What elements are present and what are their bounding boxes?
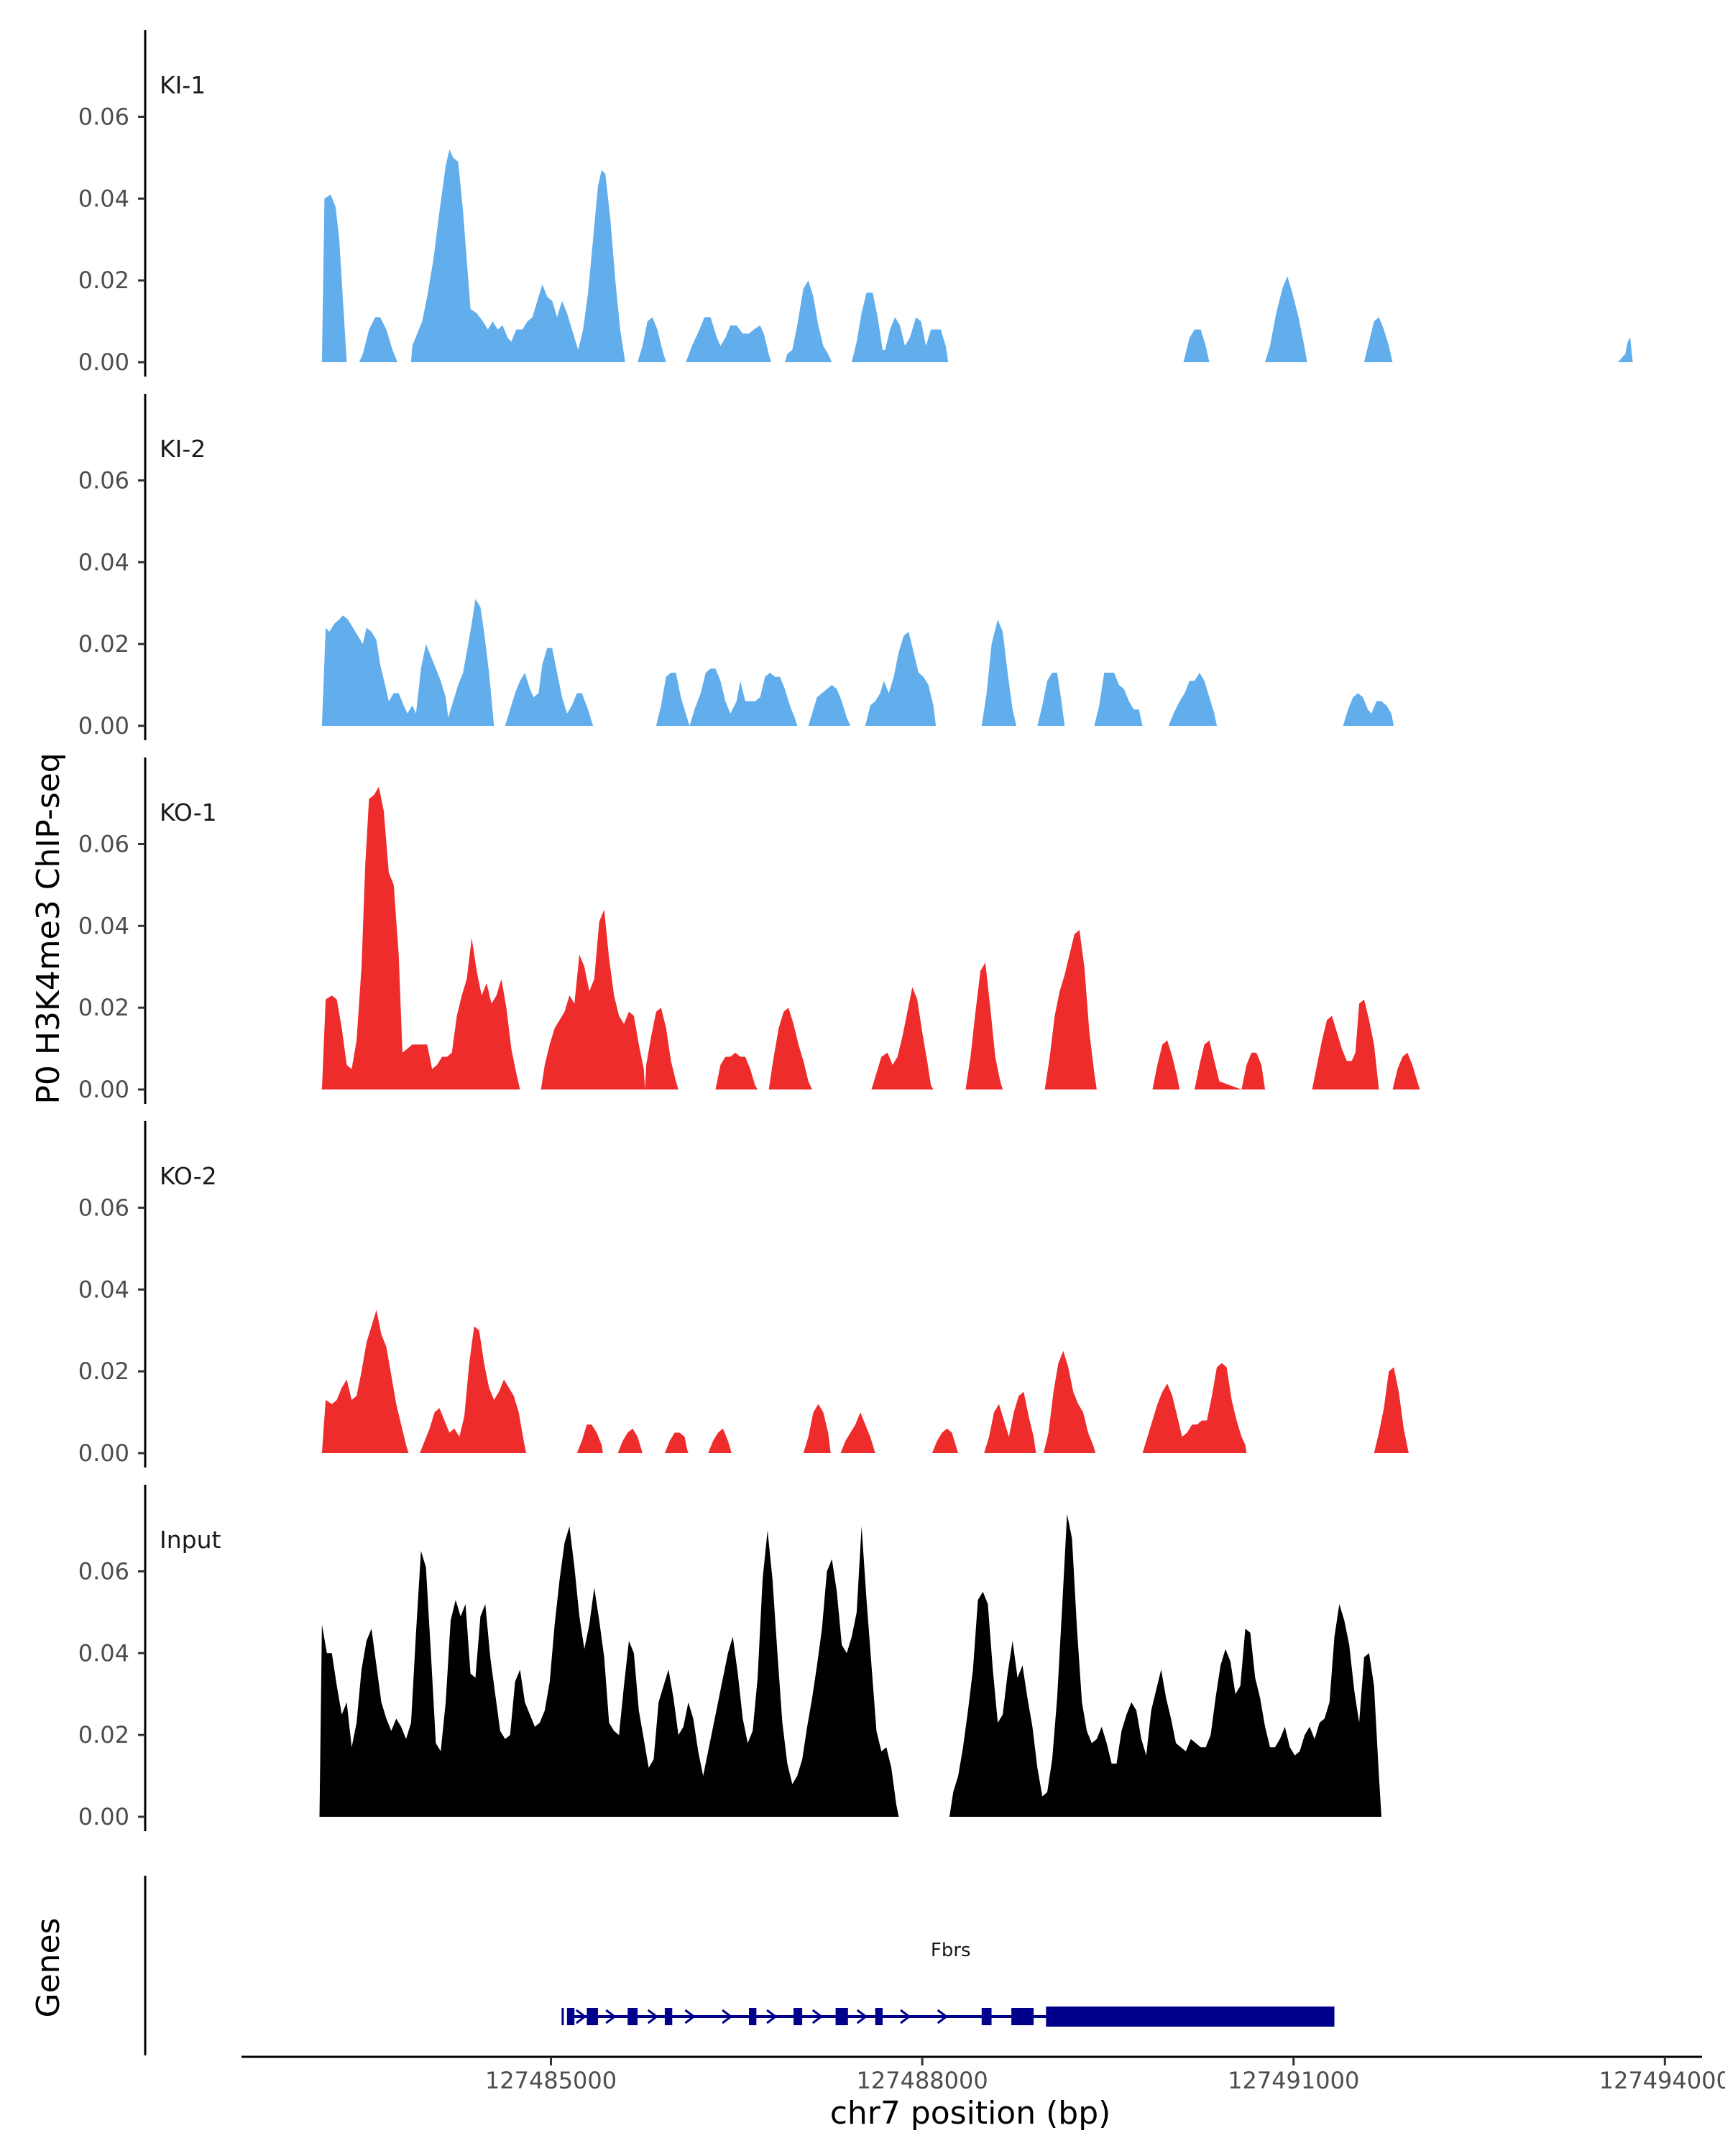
track-label: KI-2 <box>160 435 206 463</box>
genes-axis-title: Genes <box>30 1917 67 2017</box>
x-axis-title: chr7 position (bp) <box>830 2095 1111 2132</box>
strand-arrow <box>900 2009 911 2024</box>
gene-exon <box>875 2008 883 2025</box>
y-tick-label: 0.00 <box>78 712 129 740</box>
y-tick-label: 0.06 <box>78 103 129 130</box>
gene-name-label: Fbrs <box>931 1940 971 1961</box>
track-panel-ko-2: 0.00 0.02 0.04 0.06 KO-2 <box>78 1121 1409 1468</box>
strand-arrow <box>575 2009 587 2024</box>
gene-exon <box>586 2008 598 2025</box>
gene-exon <box>1011 2008 1034 2025</box>
coverage-area <box>321 149 1633 362</box>
y-tick-label: 0.06 <box>78 1557 129 1585</box>
strand-arrow <box>605 2009 617 2024</box>
x-tick-label: 127491000 <box>1228 2067 1359 2094</box>
coverage-area <box>319 1514 1381 1817</box>
tracks-layer: 0.00 0.02 0.04 0.06 KI-1 0.00 0.02 0.04 0.06 KI-2… <box>78 30 1633 1831</box>
x-axis: 127485000 127488000 127491000 127494000 <box>242 2055 1725 2094</box>
strand-arrow <box>647 2009 659 2024</box>
strand-arrow <box>811 2009 824 2024</box>
track-panel-ki-2: 0.00 0.02 0.04 0.06 KI-2 <box>78 394 1394 740</box>
gene-panel: Fbrs <box>144 1876 1335 2055</box>
y-tick-label: 0.02 <box>78 1721 129 1749</box>
y-tick-label: 0.06 <box>78 1194 129 1221</box>
gene-exon <box>981 2008 992 2025</box>
x-tick-label: 127488000 <box>857 2067 988 2094</box>
y-tick-label: 0.02 <box>78 994 129 1021</box>
y-tick-label: 0.00 <box>78 1076 129 1103</box>
track-label: KI-1 <box>160 71 206 99</box>
y-tick-label: 0.04 <box>78 185 129 212</box>
gene-exon <box>749 2008 757 2025</box>
x-tick-label: 127485000 <box>485 2067 617 2094</box>
y-tick-label: 0.00 <box>78 1439 129 1467</box>
gene-exon <box>664 2008 673 2025</box>
gene-exon <box>566 2008 575 2025</box>
y-tick-label: 0.00 <box>78 349 129 376</box>
track-label: Input <box>160 1526 221 1554</box>
y-tick-label: 0.06 <box>78 466 129 494</box>
track-panel-ko-1: 0.00 0.02 0.04 0.06 KO-1 <box>78 757 1420 1104</box>
strand-arrow <box>766 2009 778 2024</box>
y-tick-label: 0.06 <box>78 830 129 857</box>
gene-exon <box>627 2008 638 2025</box>
y-tick-label: 0.04 <box>78 1276 129 1303</box>
track-label: KO-2 <box>160 1162 217 1190</box>
track-panel-ki-1: 0.00 0.02 0.04 0.06 KI-1 <box>78 30 1633 377</box>
y-tick-label: 0.00 <box>78 1803 129 1830</box>
y-tick-label: 0.02 <box>78 1358 129 1385</box>
strand-arrow <box>937 2009 949 2024</box>
y-tick-label: 0.04 <box>78 912 129 939</box>
coverage-area <box>321 1309 1409 1453</box>
x-tick-label: 127494000 <box>1599 2067 1725 2094</box>
strand-arrow <box>722 2009 733 2024</box>
track-label: KO-1 <box>160 798 217 826</box>
gene-exon <box>835 2008 848 2025</box>
y-tick-label: 0.02 <box>78 630 129 658</box>
gene-exon <box>794 2008 803 2025</box>
y-axis-title: P0 H3K4me3 ChIP-seq <box>30 752 67 1104</box>
y-tick-label: 0.04 <box>78 1639 129 1667</box>
coverage-area <box>321 786 1420 1089</box>
y-tick-label: 0.04 <box>78 548 129 576</box>
gene-exon <box>1046 2007 1335 2027</box>
strand-arrow <box>856 2009 868 2024</box>
strand-arrow <box>684 2009 696 2024</box>
coverage-area <box>321 599 1394 726</box>
track-panel-input: 0.00 0.02 0.04 0.06 Input <box>78 1485 1381 1831</box>
y-tick-label: 0.02 <box>78 267 129 294</box>
